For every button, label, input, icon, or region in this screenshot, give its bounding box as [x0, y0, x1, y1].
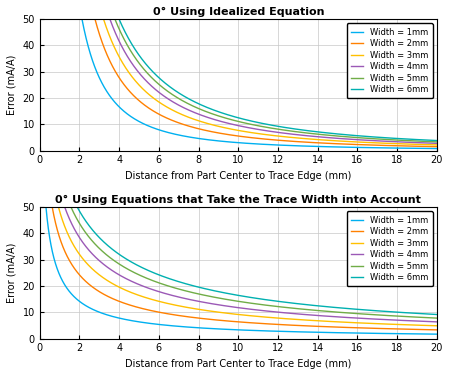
- Y-axis label: Error (mA/A): Error (mA/A): [7, 243, 17, 303]
- Title: 0° Using Equations that Take the Trace Width into Account: 0° Using Equations that Take the Trace W…: [55, 195, 421, 205]
- Legend: Width = 1mm, Width = 2mm, Width = 3mm, Width = 4mm, Width = 5mm, Width = 6mm: Width = 1mm, Width = 2mm, Width = 3mm, W…: [347, 211, 433, 286]
- X-axis label: Distance from Part Center to Trace Edge (mm): Distance from Part Center to Trace Edge …: [125, 171, 351, 181]
- Title: 0° Using Idealized Equation: 0° Using Idealized Equation: [153, 7, 324, 17]
- X-axis label: Distance from Part Center to Trace Edge (mm): Distance from Part Center to Trace Edge …: [125, 359, 351, 369]
- Y-axis label: Error (mA/A): Error (mA/A): [7, 55, 17, 115]
- Legend: Width = 1mm, Width = 2mm, Width = 3mm, Width = 4mm, Width = 5mm, Width = 6mm: Width = 1mm, Width = 2mm, Width = 3mm, W…: [347, 23, 433, 98]
